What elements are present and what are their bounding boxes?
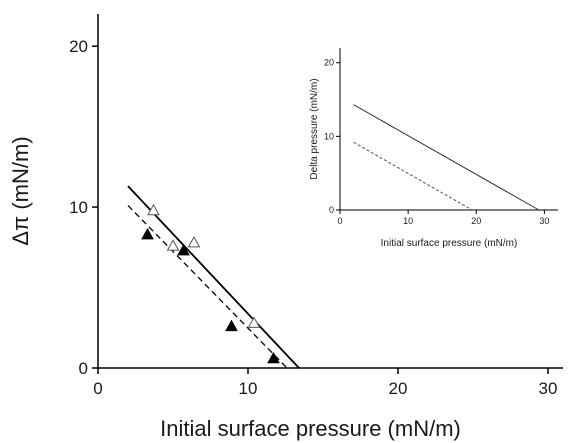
open-triangle-point — [166, 239, 180, 251]
inset-x-tick-label: 20 — [471, 216, 481, 226]
filled-triangle-point — [267, 351, 280, 364]
fit-line-solid — [127, 185, 300, 369]
y-tick-label: 10 — [69, 198, 88, 217]
x-tick-label: 30 — [539, 379, 558, 398]
inset-y-tick-label: 0 — [329, 205, 334, 215]
x-axis-label: Initial surface pressure (mN/m) — [160, 416, 461, 441]
inset-x-axis-label: Initial surface pressure (mN/m) — [381, 238, 518, 249]
inset-y-tick-label: 20 — [324, 58, 334, 68]
inset-line-dashed — [353, 141, 473, 211]
inset-x-tick-label: 0 — [337, 216, 342, 226]
inset-x-tick-label: 30 — [539, 216, 549, 226]
x-tick-label: 0 — [93, 379, 102, 398]
y-tick-label: 0 — [79, 359, 88, 378]
filled-triangle-point — [225, 319, 238, 332]
fit-line-dashed — [127, 205, 288, 369]
inset-plot: 0 10 20 30 0 10 20 Delta pressure (mN/m) Initial… — [309, 48, 558, 249]
filled-triangle-point — [141, 227, 154, 240]
inset-y-tick-label: 10 — [324, 131, 334, 141]
open-triangle-point — [247, 316, 261, 328]
open-triangle-point — [187, 235, 201, 248]
x-tick-label: 10 — [239, 379, 258, 398]
x-tick-label: 20 — [389, 379, 408, 398]
y-tick-label: 20 — [69, 37, 88, 56]
inset-x-tick-label: 10 — [403, 216, 413, 226]
open-triangle-point — [147, 203, 160, 216]
inset-line-solid — [353, 104, 540, 211]
y-axis-label: Δπ (mN/m) — [8, 136, 33, 245]
filled-triangle-point — [177, 244, 190, 256]
main-plot: 0 10 20 30 0 10 20 Δπ (mN/m) Initial surface pre… — [8, 14, 563, 441]
inset-y-axis-label: Delta pressure (mN/m) — [309, 78, 320, 179]
